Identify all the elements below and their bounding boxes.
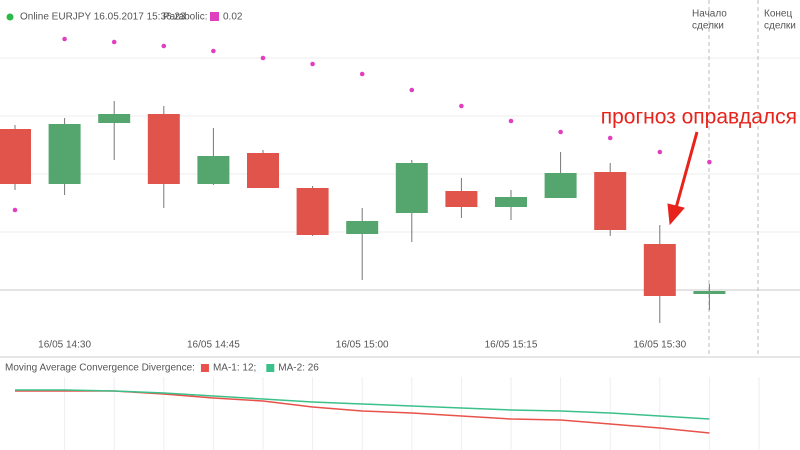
indicator: Parabolic: xyxy=(163,12,207,23)
x-tick-label: 16/05 15:30 xyxy=(633,340,686,351)
candle-body xyxy=(197,156,230,184)
candle-body xyxy=(247,153,279,188)
macd-line xyxy=(15,389,710,420)
arrow xyxy=(667,131,699,226)
x-tick-label: 16/05 14:30 xyxy=(38,340,91,351)
start-marker: сделки xyxy=(692,21,724,32)
legend-label: MA-1: 12; xyxy=(213,363,256,374)
status: Online EURJPY 16.05.2017 15:36:23 xyxy=(20,12,186,23)
candle-body xyxy=(48,124,81,184)
parabolic-dot xyxy=(508,118,514,124)
parabolic-dot xyxy=(260,55,266,61)
parabolic-dot xyxy=(607,135,613,141)
parabolic-dot xyxy=(161,43,167,49)
legend-swatch xyxy=(200,364,209,372)
x-tick-label: 16/05 15:15 xyxy=(485,340,538,351)
parabolic-dot xyxy=(12,207,18,213)
end-marker: Конец xyxy=(764,9,792,20)
annotation: прогноз оправдался xyxy=(601,106,797,129)
parabolic-dot xyxy=(459,103,464,109)
x-tick-label: 16/05 14:45 xyxy=(187,340,240,351)
candle-body xyxy=(495,197,527,207)
candle-body xyxy=(544,173,577,198)
candle-body xyxy=(594,172,627,230)
indicator-value: 0.02 xyxy=(223,12,243,23)
candle-body xyxy=(98,114,131,123)
parabolic-dot xyxy=(558,129,563,135)
end-marker: сделки xyxy=(764,21,796,32)
candle-body xyxy=(643,244,676,296)
candle-body xyxy=(147,114,180,184)
macd-title: Moving Average Convergence Divergence: xyxy=(5,363,195,374)
candle-body xyxy=(296,188,329,235)
parabolic-dot xyxy=(707,159,712,165)
candle-body xyxy=(395,163,428,213)
legend-swatch xyxy=(266,364,275,372)
legend-label: MA-2: 26 xyxy=(278,363,319,374)
start-marker: Начало xyxy=(692,9,727,20)
x-tick-label: 16/05 15:00 xyxy=(336,340,389,351)
indicator-swatch xyxy=(210,12,219,21)
parabolic-dot xyxy=(310,61,315,67)
parabolic-dot xyxy=(62,36,67,42)
parabolic-dot xyxy=(111,39,117,45)
parabolic-dot xyxy=(359,71,365,77)
parabolic-dot xyxy=(409,87,415,93)
parabolic-dot xyxy=(211,48,216,54)
candle-body xyxy=(0,129,31,184)
candle-body xyxy=(445,191,478,207)
candle-body xyxy=(693,291,726,294)
candle-body xyxy=(346,221,379,234)
parabolic-dot xyxy=(657,149,663,155)
status-dot xyxy=(6,13,14,21)
